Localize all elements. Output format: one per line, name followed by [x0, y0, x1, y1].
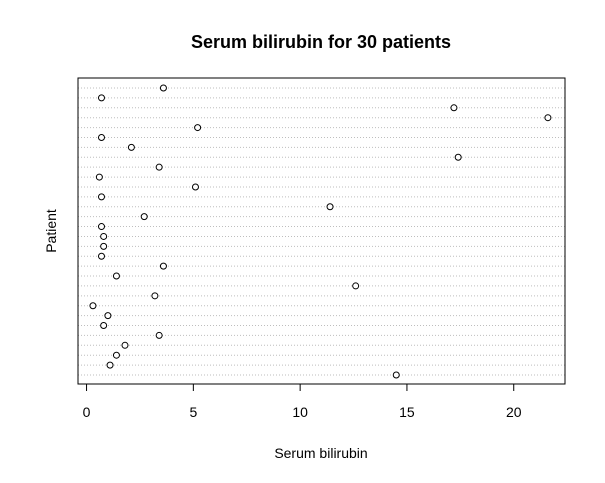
- data-point: [112, 351, 120, 359]
- data-point: [97, 133, 105, 141]
- data-point: [326, 203, 334, 211]
- x-tick-label: 5: [189, 404, 197, 420]
- data-point: [454, 153, 462, 161]
- x-tick-label: 0: [83, 404, 91, 420]
- x-tick-label: 20: [506, 404, 522, 420]
- chart-title: Serum bilirubin for 30 patients: [191, 32, 451, 52]
- data-point: [392, 371, 400, 379]
- data-point: [151, 292, 159, 300]
- data-point: [104, 312, 112, 320]
- data-point: [97, 252, 105, 260]
- data-point: [89, 302, 97, 310]
- data-point: [95, 173, 103, 181]
- data-point: [121, 341, 129, 349]
- data-point: [352, 282, 360, 290]
- data-point: [450, 104, 458, 112]
- data-point: [140, 213, 148, 221]
- data-point: [97, 94, 105, 102]
- data-point: [191, 183, 199, 191]
- data-point: [155, 163, 163, 171]
- data-points: [89, 84, 552, 379]
- data-point: [112, 272, 120, 280]
- y-axis-label: Patient: [43, 209, 59, 253]
- data-point: [97, 193, 105, 201]
- data-point: [159, 262, 167, 270]
- data-point: [100, 242, 108, 250]
- data-point: [100, 322, 108, 330]
- data-point: [159, 84, 167, 92]
- data-point: [155, 331, 163, 339]
- data-point: [194, 124, 202, 132]
- x-axis-label: Serum bilirubin: [274, 445, 367, 461]
- x-tick-label: 15: [399, 404, 415, 420]
- data-point: [106, 361, 114, 369]
- data-point: [127, 143, 135, 151]
- plot-frame: [77, 77, 566, 385]
- data-point: [544, 114, 552, 122]
- x-axis: 0 5 10 15 20: [83, 383, 522, 420]
- x-tick-label: 10: [292, 404, 308, 420]
- data-point: [100, 232, 108, 240]
- grid-lines: [78, 87, 565, 376]
- data-point: [97, 223, 105, 231]
